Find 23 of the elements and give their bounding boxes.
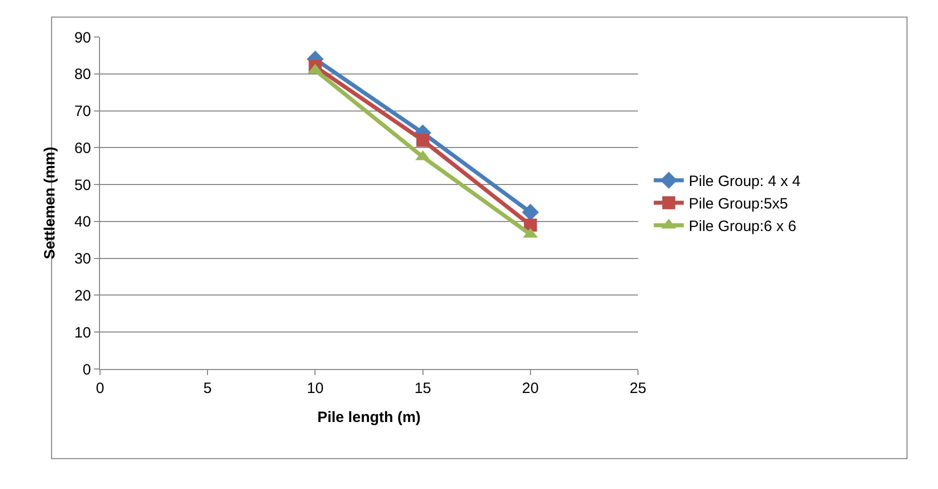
x-tick-label: 10: [306, 380, 324, 397]
y-tick-label: 60: [74, 140, 91, 157]
y-tick-label: 80: [74, 66, 91, 84]
x-tick-label: 5: [203, 380, 212, 397]
y-tick-label: 50: [74, 176, 91, 194]
y-tick-label: 30: [74, 250, 91, 268]
x-tick-label: 0: [96, 380, 104, 397]
y-tick-label: 0: [82, 361, 91, 378]
point: [416, 134, 430, 147]
point: [522, 204, 539, 221]
legend-label: Pile Group: 4 x 4: [688, 173, 800, 190]
x-tick-label: 20: [522, 380, 539, 397]
x-tick-label: 25: [630, 380, 646, 397]
x-axis-title: Pile length (m): [317, 409, 421, 426]
legend-label: Pile Group:5x5: [688, 196, 788, 213]
y-tick-label: 70: [74, 103, 91, 120]
legend-label: Pile Group:6 x 6: [688, 218, 796, 236]
x-tick-label: 15: [414, 380, 432, 397]
y-tick-label: 20: [74, 287, 91, 304]
y-tick-label: 90: [74, 29, 91, 46]
y-tick-label: 40: [74, 214, 91, 231]
y-axis-title: Settlemen (mm): [42, 146, 59, 260]
y-tick-label: 10: [74, 324, 91, 342]
